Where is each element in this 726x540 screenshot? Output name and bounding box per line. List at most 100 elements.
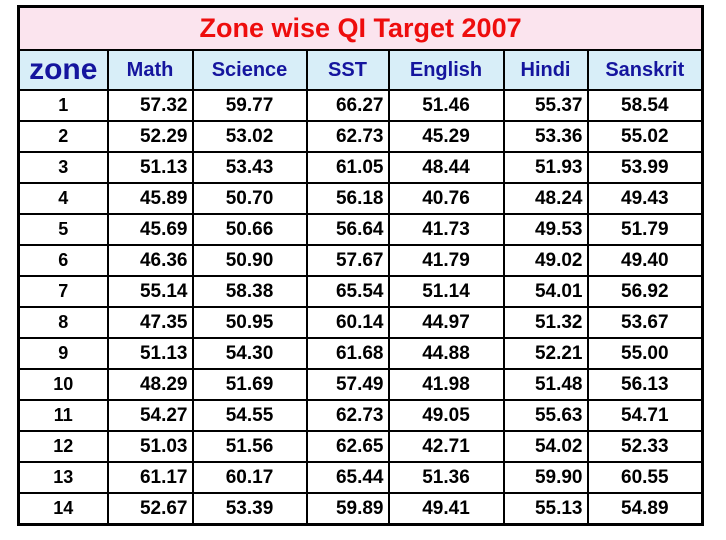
data-cell: 45.69: [106, 213, 194, 246]
data-cell: 57.67: [305, 244, 390, 277]
zone-cell: 1: [17, 89, 109, 122]
data-cell: 51.13: [106, 151, 194, 184]
column-header-hindi: Hindi: [502, 49, 589, 91]
data-cell: 49.53: [502, 213, 589, 246]
column-header-science: Science: [191, 49, 308, 91]
data-cell: 50.70: [191, 182, 308, 215]
data-cell: 46.36: [106, 244, 194, 277]
data-cell: 53.67: [586, 306, 704, 339]
zone-cell: 7: [17, 275, 109, 308]
table-row: 3 51.13 53.43 61.05 48.44 51.93 53.99: [17, 151, 704, 184]
data-cell: 53.99: [586, 151, 704, 184]
data-cell: 51.13: [106, 337, 194, 370]
data-cell: 49.41: [387, 492, 505, 526]
data-cell: 59.77: [191, 89, 308, 122]
data-cell: 52.29: [106, 120, 194, 153]
zone-cell: 6: [17, 244, 109, 277]
data-cell: 54.89: [586, 492, 704, 526]
qi-target-table: Zone wise QI Target 2007 zone Math Science…: [17, 5, 705, 526]
data-cell: 56.64: [305, 213, 390, 246]
zone-cell: 11: [17, 399, 109, 432]
data-cell: 60.17: [191, 461, 308, 494]
data-cell: 62.73: [305, 120, 390, 153]
data-cell: 60.14: [305, 306, 390, 339]
data-cell: 55.63: [502, 399, 589, 432]
title-row: Zone wise QI Target 2007: [17, 5, 704, 51]
zone-cell: 10: [17, 368, 109, 401]
data-cell: 61.17: [106, 461, 194, 494]
table-body: 1 57.32 59.77 66.27 51.46 55.37 58.54 2 52.29 53.…: [17, 89, 704, 526]
data-cell: 51.46: [387, 89, 505, 122]
data-cell: 54.27: [106, 399, 194, 432]
data-cell: 53.02: [191, 120, 308, 153]
zone-cell: 4: [17, 182, 109, 215]
data-cell: 49.40: [586, 244, 704, 277]
data-cell: 47.35: [106, 306, 194, 339]
data-cell: 55.02: [586, 120, 704, 153]
table-row: 12 51.03 51.56 62.65 42.71 54.02 52.33: [17, 430, 704, 463]
data-cell: 59.90: [502, 461, 589, 494]
data-cell: 54.01: [502, 275, 589, 308]
page-title: Zone wise QI Target 2007: [17, 5, 704, 51]
table-row: 1 57.32 59.77 66.27 51.46 55.37 58.54: [17, 89, 704, 122]
column-header-sanskrit: Sanskrit: [586, 49, 704, 91]
header-row: zone Math Science SST English Hindi Sanskrit: [17, 49, 704, 91]
data-cell: 53.39: [191, 492, 308, 526]
data-cell: 51.14: [387, 275, 505, 308]
data-cell: 51.36: [387, 461, 505, 494]
data-cell: 50.90: [191, 244, 308, 277]
data-cell: 66.27: [305, 89, 390, 122]
data-cell: 45.89: [106, 182, 194, 215]
data-cell: 54.30: [191, 337, 308, 370]
data-cell: 57.49: [305, 368, 390, 401]
data-cell: 51.56: [191, 430, 308, 463]
data-cell: 53.36: [502, 120, 589, 153]
data-cell: 42.71: [387, 430, 505, 463]
data-cell: 45.29: [387, 120, 505, 153]
data-cell: 41.98: [387, 368, 505, 401]
data-cell: 55.37: [502, 89, 589, 122]
data-cell: 49.05: [387, 399, 505, 432]
table-row: 8 47.35 50.95 60.14 44.97 51.32 53.67: [17, 306, 704, 339]
data-cell: 60.55: [586, 461, 704, 494]
data-cell: 58.54: [586, 89, 704, 122]
data-cell: 50.95: [191, 306, 308, 339]
table-row: 13 61.17 60.17 65.44 51.36 59.90 60.55: [17, 461, 704, 494]
zone-cell: 14: [17, 492, 109, 526]
table-row: 10 48.29 51.69 57.49 41.98 51.48 56.13: [17, 368, 704, 401]
data-cell: 50.66: [191, 213, 308, 246]
data-cell: 53.43: [191, 151, 308, 184]
column-header-english: English: [387, 49, 505, 91]
data-cell: 55.00: [586, 337, 704, 370]
data-cell: 41.73: [387, 213, 505, 246]
data-cell: 40.76: [387, 182, 505, 215]
data-cell: 52.33: [586, 430, 704, 463]
table-row: 6 46.36 50.90 57.67 41.79 49.02 49.40: [17, 244, 704, 277]
column-header-zone: zone: [17, 49, 109, 91]
zone-cell: 13: [17, 461, 109, 494]
data-cell: 56.92: [586, 275, 704, 308]
data-cell: 61.05: [305, 151, 390, 184]
data-cell: 56.13: [586, 368, 704, 401]
table-row: 2 52.29 53.02 62.73 45.29 53.36 55.02: [17, 120, 704, 153]
data-cell: 48.24: [502, 182, 589, 215]
data-cell: 65.54: [305, 275, 390, 308]
data-cell: 55.13: [502, 492, 589, 526]
zone-cell: 9: [17, 337, 109, 370]
data-cell: 62.73: [305, 399, 390, 432]
data-cell: 54.71: [586, 399, 704, 432]
table-row: 14 52.67 53.39 59.89 49.41 55.13 54.89: [17, 492, 704, 526]
data-cell: 51.93: [502, 151, 589, 184]
data-cell: 51.32: [502, 306, 589, 339]
table-row: 7 55.14 58.38 65.54 51.14 54.01 56.92: [17, 275, 704, 308]
slide: Zone wise QI Target 2007 zone Math Science…: [17, 5, 705, 526]
data-cell: 57.32: [106, 89, 194, 122]
data-cell: 51.79: [586, 213, 704, 246]
data-cell: 55.14: [106, 275, 194, 308]
data-cell: 62.65: [305, 430, 390, 463]
data-cell: 51.48: [502, 368, 589, 401]
data-cell: 48.44: [387, 151, 505, 184]
table-row: 9 51.13 54.30 61.68 44.88 52.21 55.00: [17, 337, 704, 370]
data-cell: 61.68: [305, 337, 390, 370]
column-header-math: Math: [106, 49, 194, 91]
